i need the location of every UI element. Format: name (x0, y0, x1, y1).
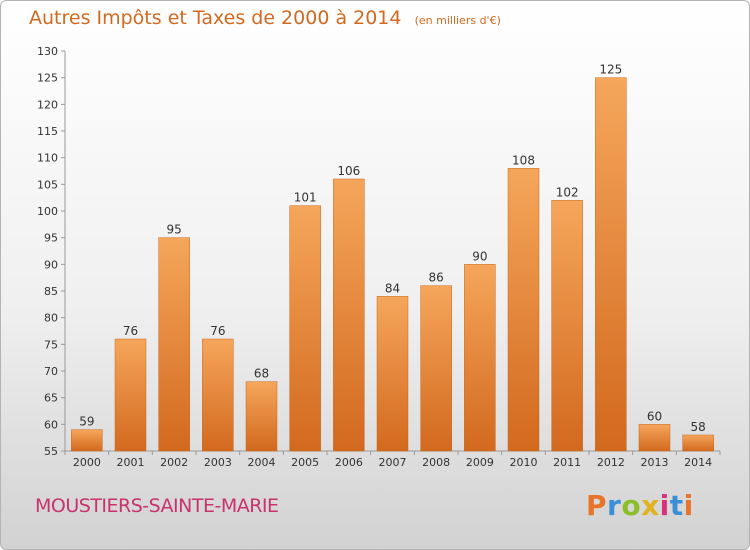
y-tick-label: 55 (44, 445, 58, 458)
x-tick-label: 2012 (597, 456, 625, 469)
data-label: 95 (167, 223, 182, 237)
commune-name: MOUSTIERS-SAINTE-MARIE (35, 495, 279, 517)
y-tick-label: 65 (44, 392, 58, 405)
logo-letter: x (641, 489, 660, 522)
y-tick-label: 100 (37, 205, 58, 218)
x-tick-label: 2014 (684, 456, 712, 469)
x-tick-label: 2009 (466, 456, 494, 469)
data-label: 108 (512, 153, 535, 167)
x-tick-label: 2000 (73, 456, 101, 469)
y-tick-label: 120 (37, 98, 58, 111)
bar (245, 381, 278, 452)
x-tick-label: 2005 (291, 456, 319, 469)
bar (682, 434, 714, 452)
bar (114, 338, 147, 452)
logo-letter: i (659, 489, 670, 522)
chart-title: Autres Impôts et Taxes de 2000 à 2014 (29, 7, 402, 29)
data-label: 76 (123, 324, 138, 338)
bar (202, 338, 234, 452)
x-tick-label: 2003 (204, 456, 232, 469)
data-label: 102 (556, 185, 579, 199)
data-label: 86 (429, 271, 444, 285)
bar (464, 264, 496, 452)
logo-letter: i (683, 489, 694, 522)
bar (420, 285, 452, 452)
bar (71, 429, 103, 452)
bar (638, 424, 671, 452)
x-tick-label: 2011 (553, 456, 581, 469)
data-label: 58 (691, 420, 706, 434)
x-tick-label: 2013 (641, 456, 669, 469)
y-tick-label: 60 (44, 418, 58, 431)
y-tick-label: 70 (44, 365, 58, 378)
proxiti-logo: Proxiti (586, 489, 694, 522)
x-tick-label: 2006 (335, 456, 363, 469)
bar (289, 205, 321, 452)
y-tick-label: 90 (44, 258, 58, 271)
y-tick-label: 85 (44, 285, 58, 298)
logo-letter: t (669, 489, 684, 522)
bar (158, 237, 190, 452)
x-tick-label: 2010 (510, 456, 538, 469)
bar (507, 168, 540, 452)
y-tick-label: 105 (37, 178, 58, 191)
logo-letter: P (586, 489, 608, 522)
x-tick-label: 2007 (379, 456, 407, 469)
data-label: 90 (472, 249, 487, 263)
data-label: 101 (294, 191, 317, 205)
y-tick-label: 95 (44, 232, 58, 245)
y-tick-label: 110 (37, 152, 58, 165)
logo-letter: o (621, 489, 642, 522)
bar (376, 296, 409, 452)
data-label: 68 (254, 367, 269, 381)
data-label: 60 (647, 409, 662, 423)
x-tick-label: 2004 (248, 456, 276, 469)
data-label: 76 (210, 324, 225, 338)
y-tick-label: 75 (44, 338, 58, 351)
data-label: 84 (385, 281, 400, 295)
data-label: 106 (337, 164, 360, 178)
y-tick-label: 125 (37, 72, 58, 85)
title-block: Autres Impôts et Taxes de 2000 à 2014 (e… (29, 7, 501, 29)
y-tick-label: 130 (37, 45, 58, 58)
bar (333, 178, 365, 452)
y-tick-label: 115 (37, 125, 58, 138)
bar (595, 77, 627, 452)
data-label: 59 (79, 415, 94, 429)
chart-unit: (en milliers d'€) (414, 14, 501, 27)
bar (551, 200, 583, 452)
logo-letter: r (607, 489, 622, 522)
x-tick-label: 2002 (160, 456, 188, 469)
x-tick-label: 2001 (117, 456, 145, 469)
data-label: 125 (599, 63, 622, 77)
y-tick-label: 80 (44, 312, 58, 325)
x-tick-label: 2008 (422, 456, 450, 469)
